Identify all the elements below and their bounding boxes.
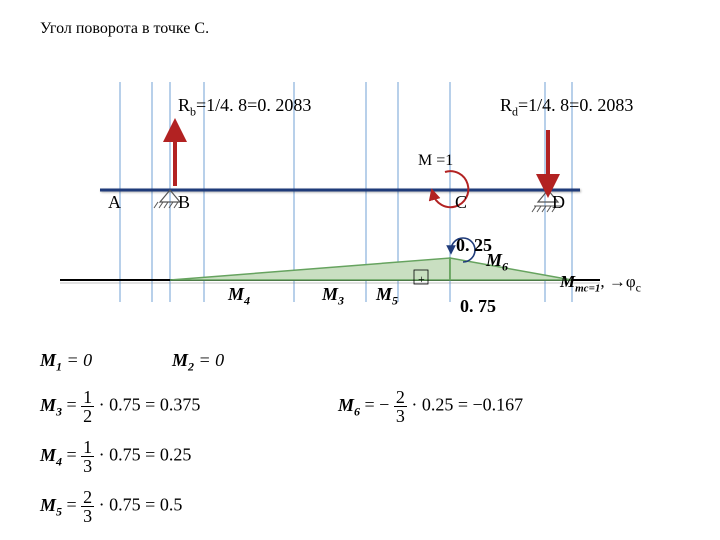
eq-M5: M5 = 23 · 0.75 = 0.5 — [40, 488, 182, 525]
node-C: C — [455, 192, 467, 213]
mlabel-Mmc: Mmc=1, →φc — [560, 272, 641, 295]
eq-M2: M2 = 0 — [172, 348, 224, 375]
rd-text: =1/4. 8=0. 2083 — [518, 95, 633, 115]
val-075: 0. 75 — [460, 296, 496, 317]
mlabel-M5: M5 — [376, 284, 398, 309]
mlabel-M3: M3 — [322, 284, 344, 309]
rb-label: Rb=1/4. 8=0. 2083 — [178, 95, 311, 120]
node-D: D — [552, 192, 565, 213]
rd-label: Rd=1/4. 8=0. 2083 — [500, 95, 633, 120]
node-B: B — [178, 192, 190, 213]
eq-M6: M6 = − 23 · 0.25 = −0.167 — [338, 388, 523, 425]
node-A: A — [108, 192, 121, 213]
eq-M4: M4 = 13 · 0.75 = 0.25 — [40, 438, 191, 475]
moment-label: M =1 — [418, 152, 453, 170]
rb-text: =1/4. 8=0. 2083 — [196, 95, 311, 115]
plus-sign: + — [418, 272, 425, 287]
eq-M3: M3 = 12 · 0.75 = 0.375 — [40, 388, 200, 425]
page-title: Угол поворота в точке С. — [40, 20, 209, 38]
eq-M1: M1 = 0 — [40, 348, 92, 375]
mlabel-M4: M4 — [228, 284, 250, 309]
rb-prefix: R — [178, 95, 190, 115]
mlabel-M6: M6 — [486, 250, 508, 275]
rd-prefix: R — [500, 95, 512, 115]
